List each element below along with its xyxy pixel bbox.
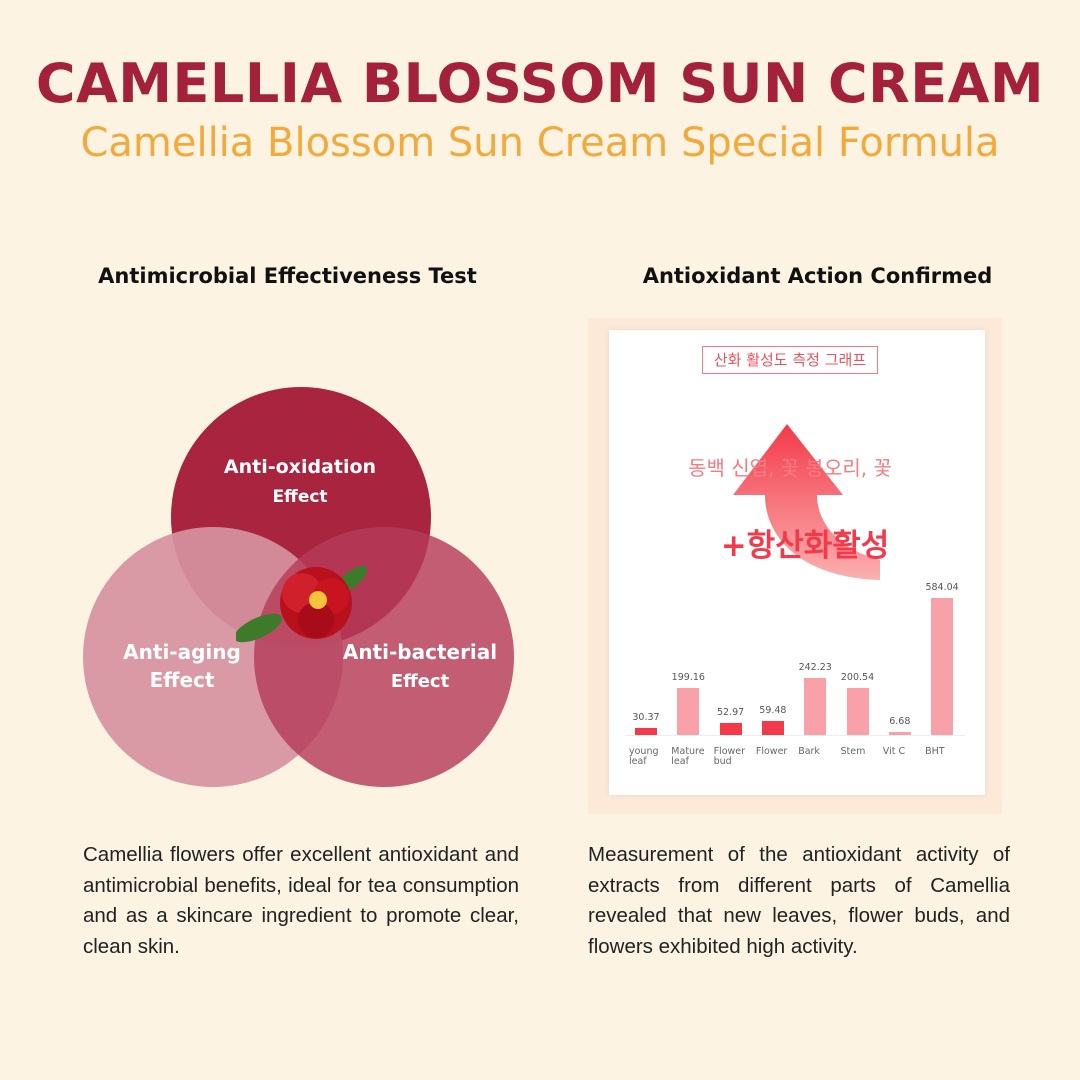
page-title: CAMELLIA BLOSSOM SUN CREAM <box>35 52 1045 115</box>
venn-label-anti-aging: Anti-aging Effect <box>92 638 272 694</box>
chart-title-box: 산화 활성도 측정 그래프 <box>702 346 878 374</box>
bar-category-label: young leaf <box>629 746 659 767</box>
page-subtitle: Camellia Blossom Sun Cream Special Formu… <box>80 120 1000 166</box>
bar-category-label: Vit C <box>882 746 906 757</box>
bar-value-label: 584.04 <box>925 582 959 593</box>
bar-value-label: 6.68 <box>889 716 911 727</box>
arrow-headline: +항산화활성 <box>720 528 890 564</box>
venn-label-line: Effect <box>272 487 328 507</box>
camellia-flower-icon <box>236 565 368 643</box>
right-description: Measurement of the antioxidant activity … <box>588 843 1010 958</box>
chart-card <box>609 330 985 795</box>
bar-category-label: Flower <box>755 746 788 757</box>
chart-baseline <box>625 735 965 736</box>
bar-mature-leaf <box>677 688 700 735</box>
bar-flower <box>761 721 784 735</box>
venn-label-anti-oxidation: Anti-oxidation Effect <box>200 452 400 512</box>
venn-label-line: Effect <box>149 668 215 692</box>
bar-flower-bud <box>719 722 742 735</box>
bar-category-label: Bark <box>798 746 820 757</box>
arrow-caption: 동백 신엽, 꽃 봉오리, 꽃 <box>688 456 892 480</box>
bar-category-label: Flower bud <box>713 746 746 767</box>
bar-category-label: Mature leaf <box>671 746 705 767</box>
bar-category-label: BHT <box>925 746 945 757</box>
bar-value-label: 199.16 <box>671 672 705 684</box>
bar-value-label: 242.23 <box>798 662 832 674</box>
bar-value-label: 200.54 <box>840 671 875 683</box>
bar-vit-c <box>888 732 911 735</box>
bar-young-leaf <box>635 727 657 735</box>
left-description: Camellia flowers offer excellent antioxi… <box>83 843 519 958</box>
bar-value-label: 52.97 <box>716 706 745 718</box>
venn-label-line: Anti-aging <box>123 640 241 664</box>
right-heading: Antioxidant Action Confirmed <box>642 264 993 288</box>
left-heading: Antimicrobial Effectiveness Test <box>98 264 477 288</box>
venn-label-line: Anti-bacterial <box>342 640 498 664</box>
venn-label-line: Anti-oxidation <box>223 456 377 478</box>
bar-bht <box>931 598 954 735</box>
bar-value-label: 59.48 <box>759 705 787 717</box>
bar-value-label: 30.37 <box>632 711 660 723</box>
bar-category-label: Stem <box>840 746 866 757</box>
up-arrow-icon <box>733 424 880 580</box>
venn-label-anti-bacterial: Anti-bacterial Effect <box>330 637 510 697</box>
bar-bark <box>804 678 827 735</box>
venn-label-line: Effect <box>390 671 450 692</box>
bar-stem <box>846 687 869 735</box>
venn-circle-anti-bacterial <box>254 527 514 787</box>
